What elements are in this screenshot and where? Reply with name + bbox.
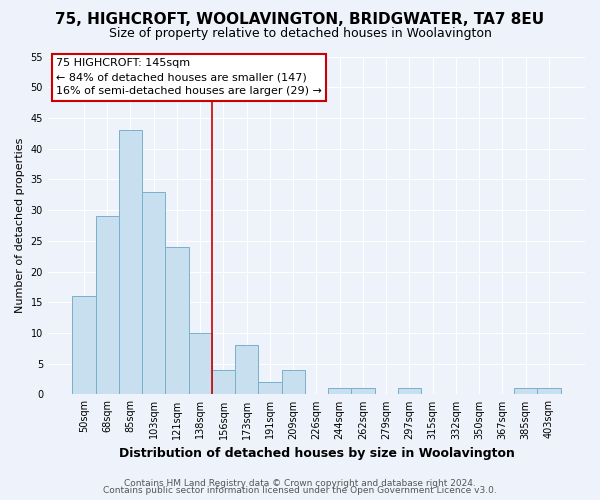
Bar bbox=[119, 130, 142, 394]
Text: 75 HIGHCROFT: 145sqm
← 84% of detached houses are smaller (147)
16% of semi-deta: 75 HIGHCROFT: 145sqm ← 84% of detached h… bbox=[56, 58, 322, 96]
Bar bbox=[166, 247, 188, 394]
Bar bbox=[73, 296, 95, 394]
Bar bbox=[281, 370, 305, 394]
Bar bbox=[352, 388, 374, 394]
Text: Contains HM Land Registry data © Crown copyright and database right 2024.: Contains HM Land Registry data © Crown c… bbox=[124, 478, 476, 488]
Bar bbox=[142, 192, 166, 394]
Bar bbox=[538, 388, 560, 394]
Bar bbox=[259, 382, 281, 394]
Y-axis label: Number of detached properties: Number of detached properties bbox=[15, 138, 25, 313]
Bar bbox=[328, 388, 352, 394]
Bar bbox=[235, 346, 259, 395]
Text: Size of property relative to detached houses in Woolavington: Size of property relative to detached ho… bbox=[109, 28, 491, 40]
Bar bbox=[514, 388, 538, 394]
Text: 75, HIGHCROFT, WOOLAVINGTON, BRIDGWATER, TA7 8EU: 75, HIGHCROFT, WOOLAVINGTON, BRIDGWATER,… bbox=[55, 12, 545, 28]
Bar bbox=[398, 388, 421, 394]
Bar bbox=[95, 216, 119, 394]
Bar bbox=[188, 333, 212, 394]
X-axis label: Distribution of detached houses by size in Woolavington: Distribution of detached houses by size … bbox=[119, 447, 514, 460]
Text: Contains public sector information licensed under the Open Government Licence v3: Contains public sector information licen… bbox=[103, 486, 497, 495]
Bar bbox=[212, 370, 235, 394]
